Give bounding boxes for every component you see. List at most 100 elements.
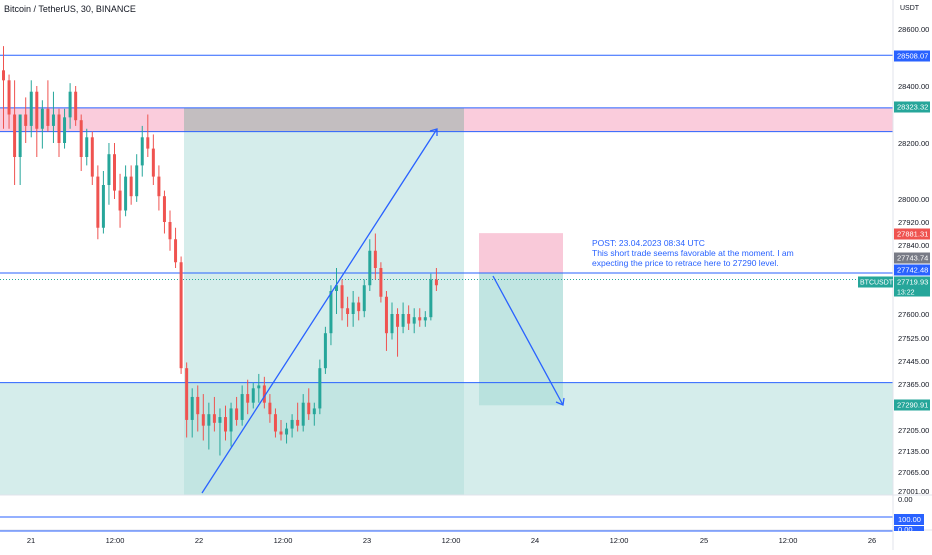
candle-body[interactable]: [107, 154, 111, 185]
candle-body[interactable]: [224, 417, 227, 432]
candle-body[interactable]: [329, 291, 333, 334]
candle-body[interactable]: [312, 408, 316, 415]
candle-body[interactable]: [273, 414, 277, 432]
candle-body[interactable]: [229, 408, 233, 432]
candle-body[interactable]: [135, 165, 139, 197]
candle-body[interactable]: [434, 279, 438, 286]
x-tick-label: 12:00: [779, 536, 798, 545]
candle-body[interactable]: [157, 176, 161, 197]
candle-body[interactable]: [396, 314, 400, 327]
indicator-label: 100.00: [898, 515, 921, 524]
y-tick-label: 28400.00: [898, 82, 929, 91]
candle-body[interactable]: [323, 333, 327, 369]
candle-body[interactable]: [57, 114, 61, 144]
symbol-badge-label: BTCUSDT: [860, 280, 894, 287]
candle-body[interactable]: [63, 117, 67, 143]
candle-body[interactable]: [346, 308, 350, 314]
candle-body[interactable]: [51, 114, 55, 126]
candle-body[interactable]: [85, 137, 89, 157]
candle-body[interactable]: [423, 317, 427, 321]
candle-body[interactable]: [351, 302, 355, 315]
candle-body[interactable]: [35, 91, 39, 129]
candle-body[interactable]: [68, 91, 72, 118]
candle-body[interactable]: [235, 408, 239, 420]
candle-body[interactable]: [168, 222, 172, 240]
candle-body[interactable]: [101, 185, 105, 228]
candle-body[interactable]: [362, 285, 366, 312]
countdown-label: 13:22: [897, 290, 915, 297]
candle-body[interactable]: [379, 268, 383, 297]
candle-body[interactable]: [290, 419, 294, 429]
candle-body[interactable]: [296, 419, 300, 426]
y-tick-label: 27205.00: [898, 426, 929, 435]
candle-body[interactable]: [40, 108, 44, 129]
x-tick-label: 24: [531, 536, 539, 545]
indicator-value-badge: [894, 526, 924, 531]
candle-body[interactable]: [29, 91, 33, 126]
short-position-target-zone: [479, 273, 563, 406]
candle-body[interactable]: [113, 154, 116, 191]
candle-body[interactable]: [384, 296, 388, 334]
candle-body[interactable]: [46, 108, 50, 126]
x-tick-label: 12:00: [106, 536, 125, 545]
candle-body[interactable]: [2, 70, 5, 81]
candle-body[interactable]: [285, 428, 289, 435]
candle-body[interactable]: [174, 239, 178, 263]
candle-body[interactable]: [179, 262, 183, 369]
x-tick-label: 23: [363, 536, 371, 545]
y-tick-label: 28200.00: [898, 139, 929, 148]
candle-body[interactable]: [307, 402, 311, 415]
candle-body[interactable]: [79, 120, 83, 157]
y-tick-label: 27445.00: [898, 357, 929, 366]
candle-body[interactable]: [251, 388, 255, 403]
candle-body[interactable]: [18, 114, 22, 158]
candle-body[interactable]: [190, 396, 194, 420]
candle-body[interactable]: [390, 314, 394, 334]
candle-body[interactable]: [429, 279, 433, 318]
candle-body[interactable]: [373, 250, 377, 268]
candle-body[interactable]: [212, 414, 216, 423]
candle-body[interactable]: [335, 285, 338, 291]
candle-body[interactable]: [279, 431, 283, 435]
downtrend-arrow-line[interactable]: [492, 275, 564, 406]
candle-body[interactable]: [340, 285, 344, 309]
candle-body[interactable]: [146, 137, 150, 149]
candle-body[interactable]: [218, 417, 222, 423]
candle-body[interactable]: [196, 396, 200, 415]
candle-body[interactable]: [246, 394, 250, 403]
candle-body[interactable]: [118, 190, 122, 211]
candle-body[interactable]: [24, 114, 28, 126]
annotation-line: expecting the price to retrace here to 2…: [592, 258, 779, 268]
candle-body[interactable]: [401, 314, 405, 327]
candle-body[interactable]: [185, 368, 189, 420]
candle-body[interactable]: [407, 314, 411, 324]
candle-body[interactable]: [90, 137, 94, 177]
candle-body[interactable]: [318, 368, 322, 409]
candle-body[interactable]: [207, 414, 211, 426]
candle-body[interactable]: [412, 317, 416, 324]
y-tick-label: 27365.00: [898, 380, 929, 389]
candle-body[interactable]: [13, 114, 17, 158]
candle-body[interactable]: [74, 91, 78, 121]
y-tick-label: 27135.00: [898, 447, 929, 456]
price-badge-label: 27719.93: [897, 278, 928, 287]
candle-body[interactable]: [151, 148, 155, 177]
candle-body[interactable]: [129, 176, 133, 197]
candle-body[interactable]: [162, 196, 166, 222]
candle-body[interactable]: [418, 317, 422, 321]
candle-body[interactable]: [357, 302, 361, 312]
candle-body[interactable]: [240, 394, 244, 420]
candle-body[interactable]: [96, 176, 100, 228]
symbol-badge: [858, 276, 893, 288]
candle-body[interactable]: [262, 385, 266, 403]
uptrend-arrow-line[interactable]: [201, 128, 438, 494]
candle-body[interactable]: [257, 385, 261, 389]
candle-body[interactable]: [268, 402, 272, 415]
candle-body[interactable]: [7, 80, 11, 115]
candle-body[interactable]: [201, 414, 205, 426]
candle-body[interactable]: [124, 176, 128, 211]
candle-body[interactable]: [301, 402, 305, 426]
candle-body[interactable]: [368, 250, 372, 286]
candle-body[interactable]: [140, 137, 144, 166]
